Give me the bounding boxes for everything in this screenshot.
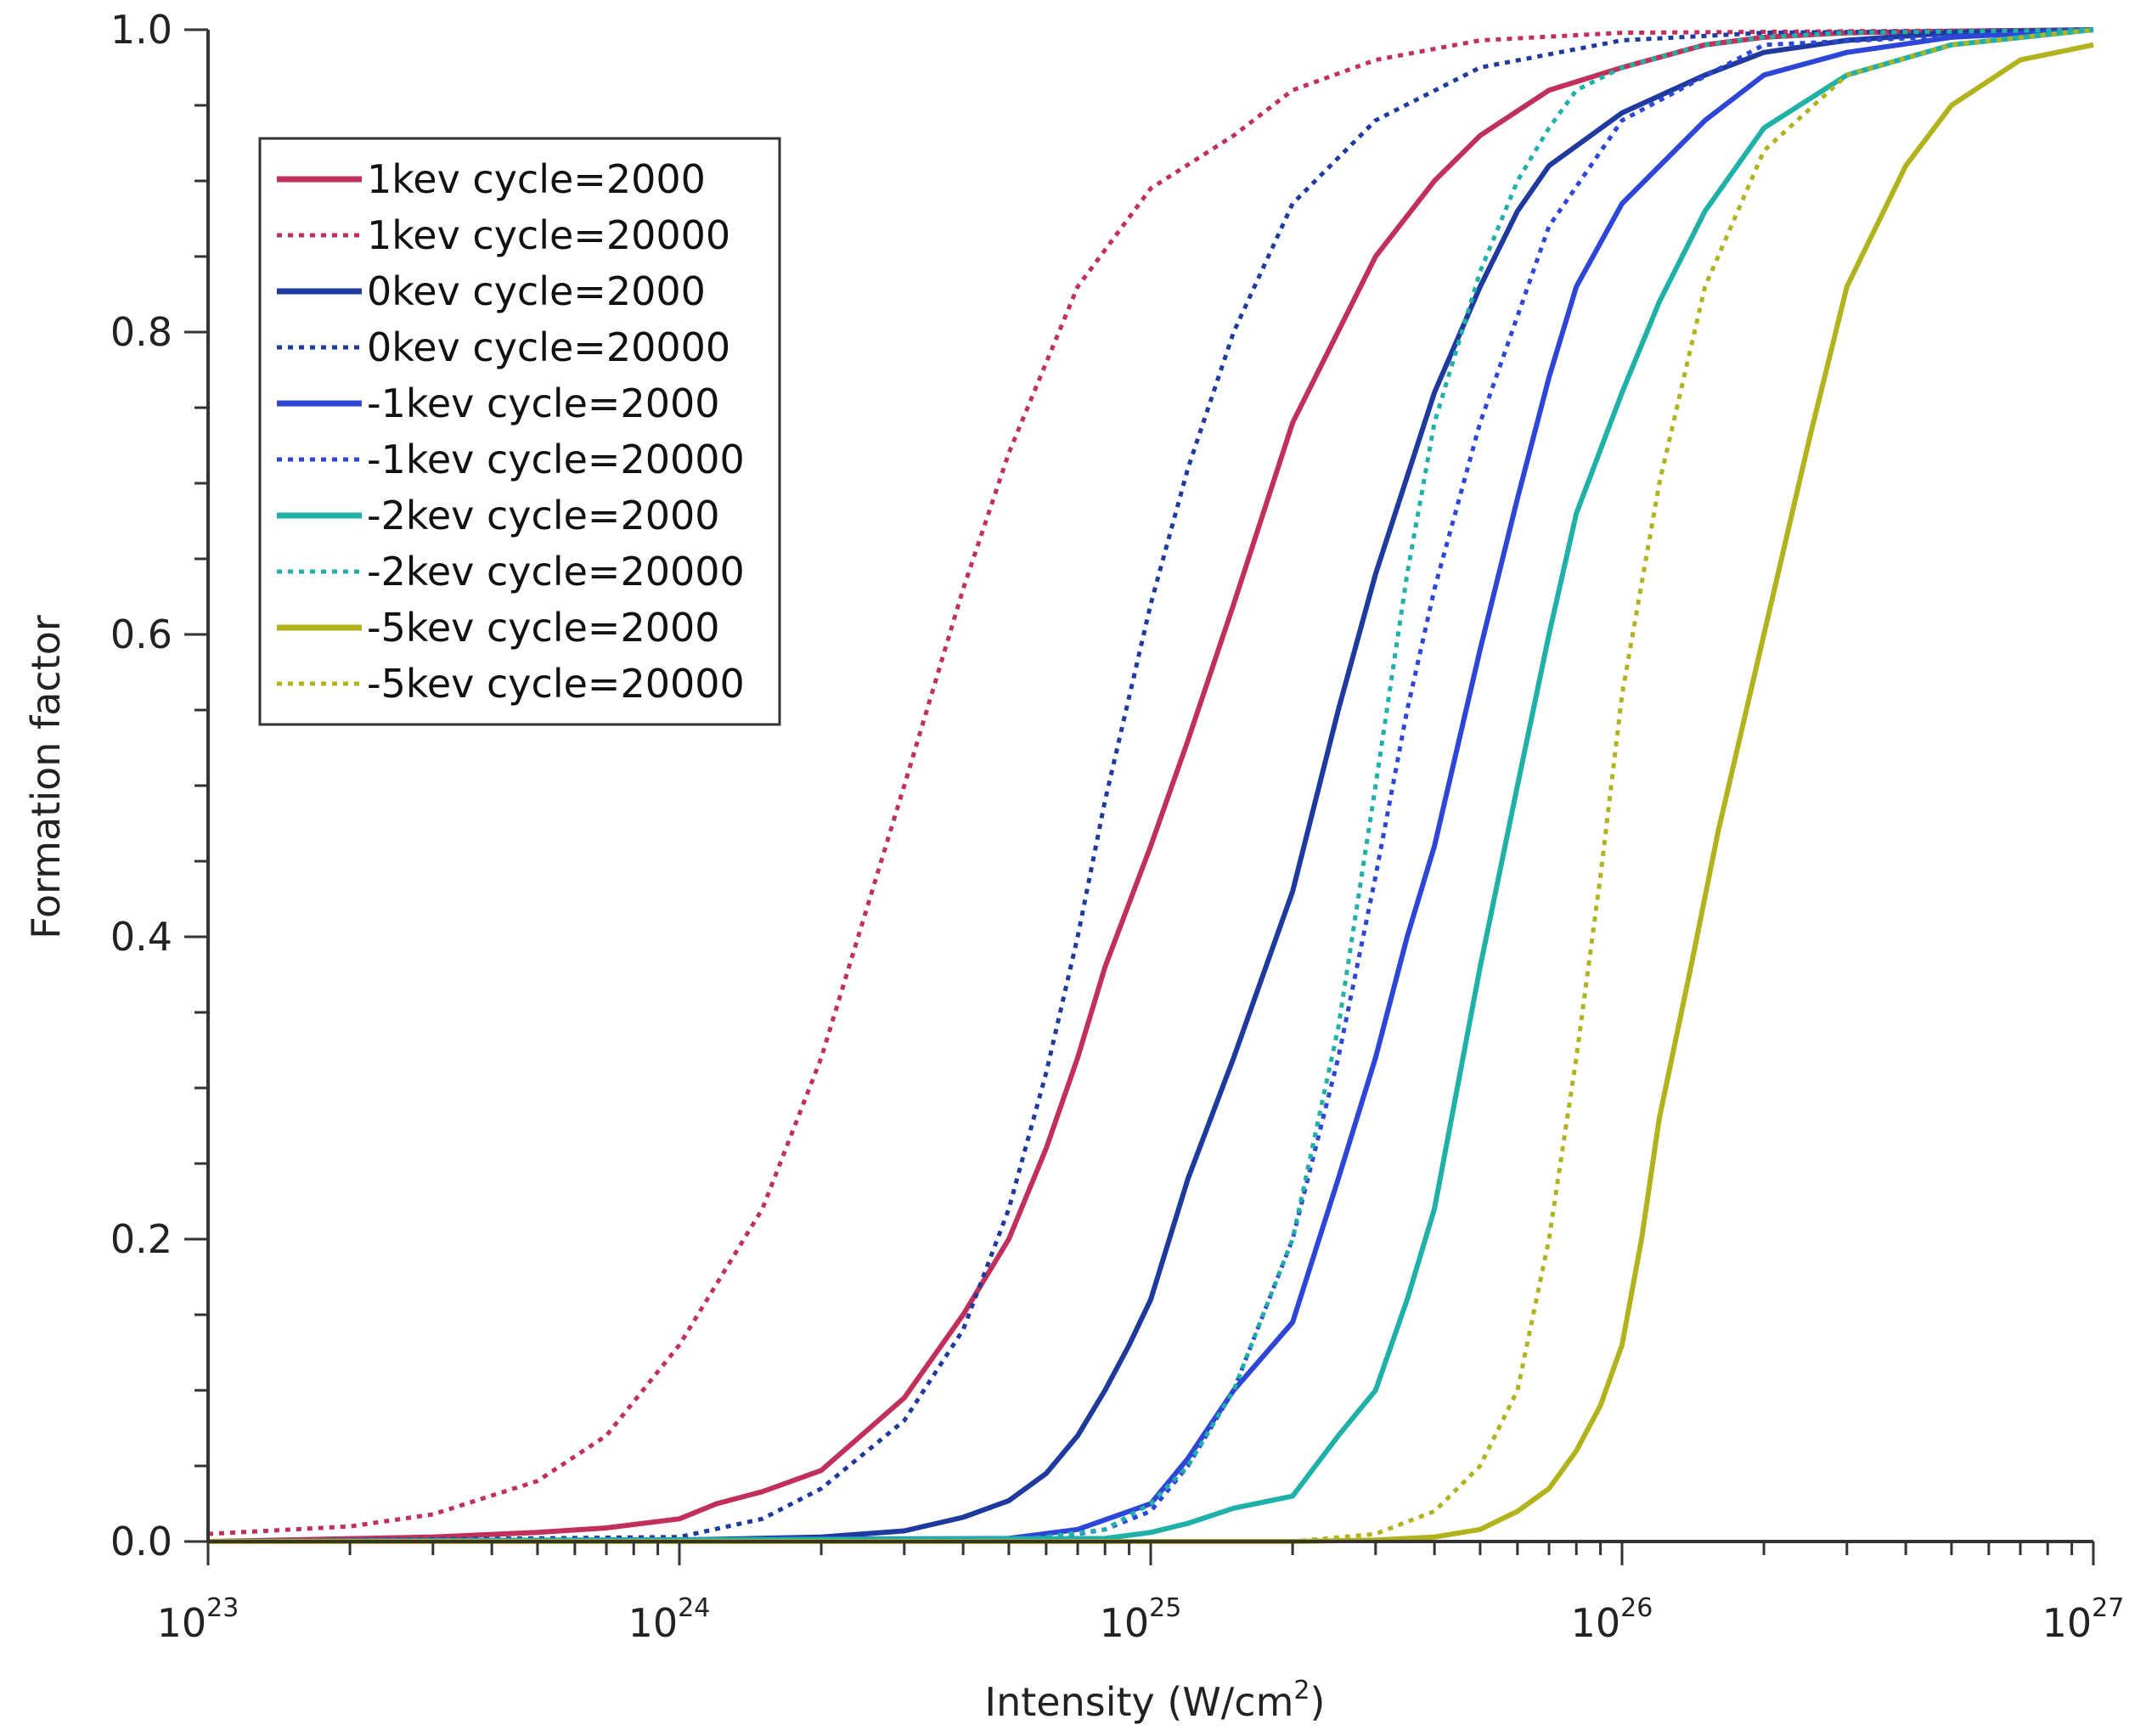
legend-item: -2kev cycle=2000 (277, 493, 720, 538)
x-ticks: 1023 1024 1025 1026 1027 (157, 1542, 2125, 1646)
legend-item: 0kev cycle=20000 (277, 324, 730, 370)
legend-label: -1kev cycle=2000 (367, 380, 720, 426)
legend-item: -5kev cycle=2000 (277, 605, 720, 651)
legend-items: 1kev cycle=2000 1kev cycle=20000 0kev cycl… (277, 156, 745, 707)
x-tick-label: 1027 (2042, 1593, 2125, 1646)
x-tick-label: 1023 (157, 1593, 239, 1646)
series-line-5 (208, 27, 2094, 1544)
y-tick-label: 0.4 (110, 914, 172, 960)
legend-item: -2kev cycle=20000 (277, 549, 745, 595)
legend-label: -5kev cycle=2000 (367, 605, 720, 651)
legend-item: 1kev cycle=20000 (277, 212, 730, 258)
legend-item: -1kev cycle=20000 (277, 437, 745, 482)
legend-label: -2kev cycle=2000 (367, 493, 720, 538)
x-tick-exponent: 26 (1620, 1593, 1653, 1623)
x-axis-label-sup: 2 (1293, 1676, 1310, 1705)
legend: 1kev cycle=2000 1kev cycle=20000 0kev cycl… (258, 137, 781, 726)
x-tick-base: 10 (1571, 1600, 1621, 1646)
plot-lines (207, 27, 2094, 1544)
y-tick-label: 0.8 (110, 309, 172, 355)
y-ticks: 0.0 0.2 0.4 0.6 0.8 1.0 (110, 7, 208, 1564)
series-line-4 (207, 27, 2094, 1544)
x-axis-label: Intensity (W/cm2) (985, 1676, 1326, 1725)
x-tick-base: 10 (628, 1600, 679, 1646)
series-line-6 (207, 27, 2094, 1544)
x-axis-label-close: ) (1310, 1679, 1326, 1725)
legend-item: 0kev cycle=2000 (277, 268, 706, 314)
x-tick-label: 1026 (1571, 1593, 1653, 1646)
axes: 1023 1024 1025 1026 1027 0.00.20.40.60.81.0 (110, 7, 2125, 1646)
y-axis-label: Formation factor (23, 615, 69, 939)
y-tick-label: 0.2 (110, 1216, 172, 1262)
x-tick-exponent: 23 (206, 1593, 239, 1623)
series-line-8 (208, 42, 2094, 1544)
legend-item: -1kev cycle=2000 (277, 380, 720, 426)
x-tick-exponent: 25 (1149, 1593, 1181, 1623)
legend-label: -2kev cycle=20000 (367, 549, 745, 595)
y-tick-label: 1.0 (110, 7, 172, 53)
legend-label: 1kev cycle=20000 (367, 212, 730, 258)
x-tick-exponent: 27 (2092, 1593, 2124, 1623)
legend-item: -5kev cycle=20000 (277, 661, 745, 707)
x-tick-base: 10 (157, 1600, 207, 1646)
legend-item: 1kev cycle=2000 (277, 156, 706, 202)
legend-label: -1kev cycle=20000 (367, 437, 745, 482)
x-tick-label: 1024 (628, 1593, 711, 1646)
x-tick-label: 1025 (1100, 1593, 1182, 1646)
y-tick-label: 0.0 (110, 1519, 172, 1564)
y-tick-label: 0.6 (110, 612, 172, 657)
x-tick-exponent: 24 (678, 1593, 710, 1623)
legend-label: -5kev cycle=20000 (367, 661, 745, 707)
legend-label: 0kev cycle=20000 (367, 324, 730, 370)
legend-label: 1kev cycle=2000 (367, 156, 706, 202)
series-line-1 (207, 27, 2094, 1536)
x-tick-base: 10 (1100, 1600, 1150, 1646)
x-tick-base: 10 (2042, 1600, 2092, 1646)
legend-label: 0kev cycle=2000 (367, 268, 706, 314)
x-axis-label-main: Intensity (W/cm (985, 1679, 1294, 1725)
series-line-3 (207, 27, 2094, 1544)
